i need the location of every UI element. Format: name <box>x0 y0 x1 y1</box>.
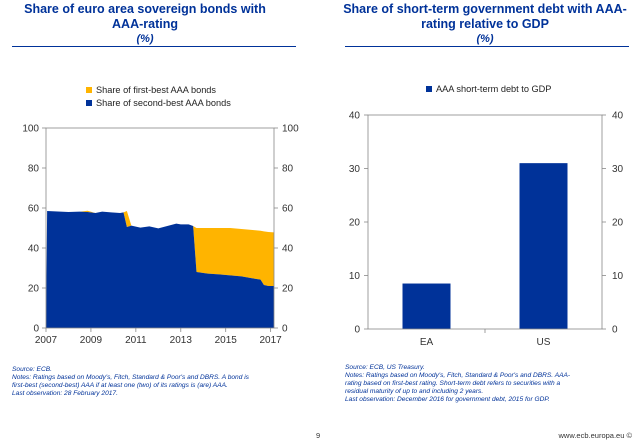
left-chart-title: Share of euro area sovereign bonds with … <box>0 2 290 47</box>
left-y-tick-label: 0 <box>33 324 39 335</box>
right-y-tick-label: 0 <box>612 325 618 336</box>
right-note-line: rating based on first-best rating. Short… <box>345 380 561 387</box>
left-y-tick-label: 30 <box>349 164 361 175</box>
legend-swatch <box>86 87 92 93</box>
page-number: 9 <box>316 431 321 440</box>
x-tick-label: 2011 <box>125 335 147 346</box>
right-y-tick-label: 40 <box>282 244 294 255</box>
right-chart-title: Share of short-term government debt with… <box>335 2 635 47</box>
right-title-unit: (%) <box>476 33 494 45</box>
x-tick-label: 2007 <box>35 335 58 346</box>
bar-ea <box>402 283 451 329</box>
right-y-tick-label: 80 <box>282 164 294 175</box>
right-bar-chart: EA US 0 0 10 10 20 20 30 30 40 40 AAA short-term deb… <box>349 84 624 348</box>
bar-us <box>519 163 568 329</box>
left-y-tick-label: 20 <box>28 284 40 295</box>
right-title-rule <box>345 46 629 47</box>
legend-label: Share of first-best AAA bonds <box>96 85 216 95</box>
legend-swatch <box>426 86 432 92</box>
right-note-line: Notes: Ratings based on Moody's, Fitch, … <box>345 372 571 379</box>
right-y-tick-label: 20 <box>282 284 294 295</box>
right-title-line2: rating relative to GDP <box>421 17 549 31</box>
left-note-last-observation: Last observation: 28 February 2017. <box>12 390 118 397</box>
left-note-source: Source: ECB. <box>12 366 52 373</box>
left-title-line1: Share of euro area sovereign bonds with <box>24 2 266 16</box>
left-area-chart: 0 0 20 20 40 40 60 60 80 80 100 100 2007 2009 2011 2013… <box>22 85 299 346</box>
first-best-aaa-area <box>46 210 274 328</box>
left-y-tick-label: 100 <box>22 124 39 135</box>
left-note-line: Notes: Ratings based on Moody's, Fitch, … <box>12 374 249 381</box>
x-category-label: US <box>537 337 551 348</box>
left-title-line2: AAA-rating <box>112 17 178 31</box>
left-y-tick-label: 10 <box>349 271 361 282</box>
left-title-unit: (%) <box>136 33 154 45</box>
legend-swatch <box>86 100 92 106</box>
left-y-tick-label: 0 <box>354 325 360 336</box>
left-y-tick-label: 80 <box>28 164 40 175</box>
right-y-tick-label: 60 <box>282 204 294 215</box>
right-note-source: Source: ECB, US Treasury. <box>345 364 425 371</box>
right-title-line1: Share of short-term government debt with… <box>343 2 627 16</box>
left-note-line: first-best (second-best) AAA if at least… <box>12 382 228 389</box>
left-title-rule <box>12 46 296 47</box>
right-y-tick-label: 100 <box>282 124 299 135</box>
left-notes: Source: ECB. Notes: Ratings based on Moo… <box>12 366 302 398</box>
right-y-tick-label: 40 <box>612 111 624 122</box>
legend-label: AAA short-term debt to GDP <box>436 84 551 94</box>
x-tick-label: 2009 <box>80 335 103 346</box>
right-y-tick-label: 10 <box>612 271 624 282</box>
right-note-last-observation: Last observation: December 2016 for gove… <box>345 396 550 403</box>
left-y-tick-label: 40 <box>28 244 40 255</box>
left-plot-frame <box>45 127 275 329</box>
right-notes: Source: ECB, US Treasury. Notes: Ratings… <box>345 364 635 404</box>
right-y-tick-label: 20 <box>612 218 624 229</box>
website-link[interactable]: www.ecb.europa.eu © <box>558 431 632 440</box>
right-y-tick-label: 30 <box>612 164 624 175</box>
left-y-tick-label: 40 <box>349 111 361 122</box>
legend-label: Share of second-best AAA bonds <box>96 98 231 108</box>
x-category-label: EA <box>420 337 434 348</box>
x-tick-label: 2015 <box>215 335 238 346</box>
x-tick-label: 2013 <box>170 335 193 346</box>
x-tick-label: 2017 <box>260 335 283 346</box>
left-y-tick-label: 60 <box>28 204 40 215</box>
right-note-line: residual maturity of up to and including… <box>345 388 484 395</box>
left-y-tick-label: 20 <box>349 218 361 229</box>
right-y-tick-label: 0 <box>282 324 288 335</box>
second-best-aaa-area <box>46 211 274 328</box>
